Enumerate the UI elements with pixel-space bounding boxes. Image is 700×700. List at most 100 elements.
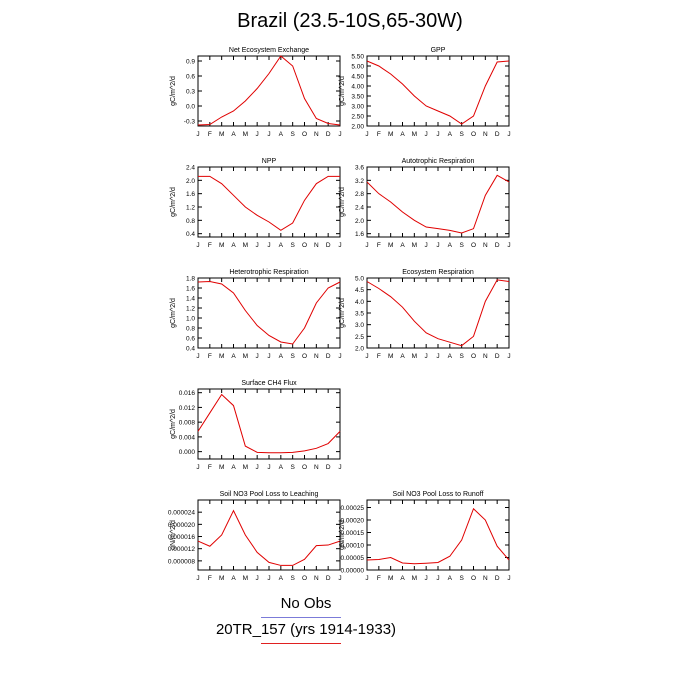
x-tick-label: J [338, 242, 341, 249]
x-tick-label: J [196, 242, 199, 249]
x-tick-label: A [400, 131, 405, 138]
x-tick-label: M [388, 131, 393, 138]
panel-title: Soil NO3 Pool Loss to Leaching [220, 491, 319, 498]
x-tick-label: F [208, 242, 212, 249]
x-tick-label: S [459, 131, 464, 138]
x-tick-label: A [448, 575, 453, 582]
y-axis-label: gC/m^2/d [170, 187, 177, 217]
x-tick-label: J [425, 131, 428, 138]
x-tick-label: S [459, 353, 464, 360]
y-tick-label: 2.8 [355, 191, 364, 198]
y-tick-label: 0.00020 [341, 518, 365, 525]
y-tick-label: 3.50 [351, 94, 364, 101]
series-line [197, 55, 341, 126]
y-tick-label: 1.8 [186, 276, 195, 283]
x-tick-label: F [377, 131, 381, 138]
x-tick-label: J [256, 464, 259, 471]
x-tick-label: M [412, 242, 417, 249]
y-axis-label: gC/m^2/d [170, 409, 177, 439]
y-tick-label: 2.0 [355, 346, 364, 353]
x-tick-label: A [279, 353, 284, 360]
panel-title: Soil NO3 Pool Loss to Runoff [393, 491, 484, 498]
x-tick-label: O [302, 353, 307, 360]
y-tick-label: 2.0 [355, 218, 364, 225]
x-tick-label: M [219, 353, 224, 360]
y-tick-label: 1.6 [186, 191, 195, 198]
x-tick-label: A [448, 242, 453, 249]
x-tick-label: D [495, 575, 500, 582]
x-tick-label: M [243, 242, 248, 249]
x-tick-label: O [302, 242, 307, 249]
x-tick-label: A [279, 464, 284, 471]
x-tick-label: M [219, 575, 224, 582]
x-tick-label: M [219, 242, 224, 249]
x-tick-label: A [231, 464, 236, 471]
legend-obs-line [261, 617, 341, 618]
series-line [197, 393, 341, 454]
y-tick-label: 0.9 [186, 59, 195, 66]
y-axis-label: gC/m^2/d [339, 187, 346, 217]
x-tick-label: M [243, 353, 248, 360]
x-tick-label: O [471, 575, 476, 582]
y-axis-label: gC/m^2/d [170, 76, 177, 106]
series-line [366, 507, 510, 565]
y-tick-label: 0.004 [179, 434, 196, 441]
series-line [198, 175, 340, 231]
x-tick-label: O [302, 575, 307, 582]
x-tick-label: O [302, 131, 307, 138]
x-tick-label: F [208, 131, 212, 138]
x-tick-label: J [196, 464, 199, 471]
x-tick-label: J [425, 242, 428, 249]
chart-panel: Autotrophic Respiration gC/m^2/d 1.6 2.0 2.4… [339, 158, 511, 249]
x-tick-label: D [495, 242, 500, 249]
y-tick-label: 0.000016 [168, 534, 195, 541]
y-tick-label: 0.000020 [168, 522, 195, 529]
x-tick-label: F [377, 575, 381, 582]
x-tick-label: N [483, 131, 488, 138]
y-tick-label: 1.6 [186, 286, 195, 293]
y-axis-label: gC/m^2/d [170, 298, 177, 328]
x-tick-label: N [314, 242, 319, 249]
panel-title: Net Ecosystem Exchange [229, 47, 309, 54]
x-tick-label: J [425, 575, 428, 582]
x-tick-label: J [507, 242, 510, 249]
y-tick-label: 0.8 [186, 218, 195, 225]
chart-panel: Surface CH4 Flux gC/m^2/d 0.000 0.004 0.008 0… [170, 380, 342, 471]
series-line [197, 509, 341, 566]
y-tick-label: 2.4 [355, 205, 364, 212]
x-tick-label: M [243, 575, 248, 582]
x-tick-label: J [196, 353, 199, 360]
x-tick-label: J [507, 131, 510, 138]
x-tick-label: N [314, 464, 319, 471]
x-tick-label: S [290, 575, 295, 582]
y-tick-label: 0.0 [186, 104, 195, 111]
chart-panel: Ecosystem Respiration gC/m^2/d 2.0 2.5 3.0 3.… [339, 269, 511, 360]
x-tick-label: J [338, 575, 341, 582]
plot-frame [197, 55, 341, 127]
x-tick-label: O [302, 464, 307, 471]
y-axis-label: gC/m^2/d [339, 76, 346, 106]
x-tick-label: J [365, 131, 368, 138]
y-tick-label: 0.00010 [341, 543, 365, 550]
x-tick-label: J [507, 353, 510, 360]
y-tick-label: 1.0 [186, 316, 195, 323]
y-tick-label: 5.00 [351, 64, 364, 71]
y-axis-label: gC/m^2/d [339, 298, 346, 328]
x-tick-label: J [425, 353, 428, 360]
plot-frame [366, 55, 510, 127]
x-tick-label: J [256, 242, 259, 249]
x-tick-label: J [196, 575, 199, 582]
x-tick-label: S [290, 464, 295, 471]
x-tick-label: A [231, 353, 236, 360]
legend-run-label: 20TR_157 (yrs 1914-1933) [215, 621, 397, 638]
y-tick-label: 0.00000 [341, 568, 365, 575]
y-axis-label: gN/m^2/d [170, 520, 177, 550]
x-tick-label: J [507, 575, 510, 582]
x-tick-label: S [290, 242, 295, 249]
x-tick-label: A [279, 242, 284, 249]
legend-obs-label: No Obs [280, 595, 332, 612]
x-tick-label: O [471, 353, 476, 360]
y-tick-label: 4.00 [351, 84, 364, 91]
x-tick-label: J [256, 575, 259, 582]
